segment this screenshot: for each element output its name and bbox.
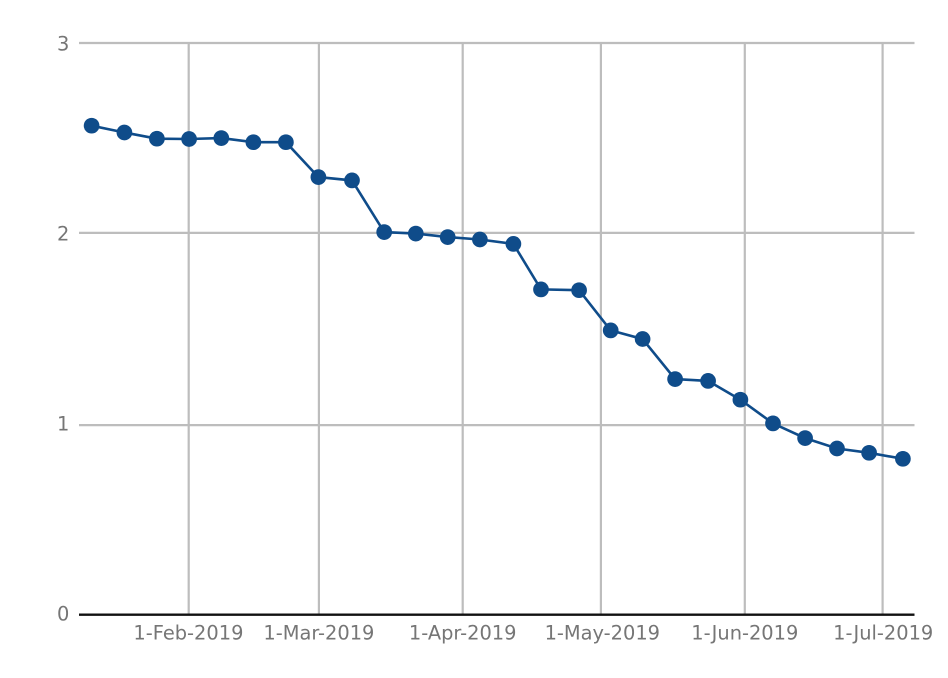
svg-text:1-Feb-2019: 1-Feb-2019 xyxy=(133,622,243,645)
svg-text:2: 2 xyxy=(57,223,69,246)
svg-text:0: 0 xyxy=(57,603,69,626)
svg-text:1-Apr-2019: 1-Apr-2019 xyxy=(409,622,517,645)
svg-text:1-Jul-2019: 1-Jul-2019 xyxy=(833,622,933,645)
svg-text:1-May-2019: 1-May-2019 xyxy=(545,622,660,645)
svg-text:1: 1 xyxy=(57,412,69,435)
svg-text:1-Jun-2019: 1-Jun-2019 xyxy=(691,622,798,645)
svg-text:3: 3 xyxy=(57,33,69,56)
svg-text:1-Mar-2019: 1-Mar-2019 xyxy=(263,622,374,645)
